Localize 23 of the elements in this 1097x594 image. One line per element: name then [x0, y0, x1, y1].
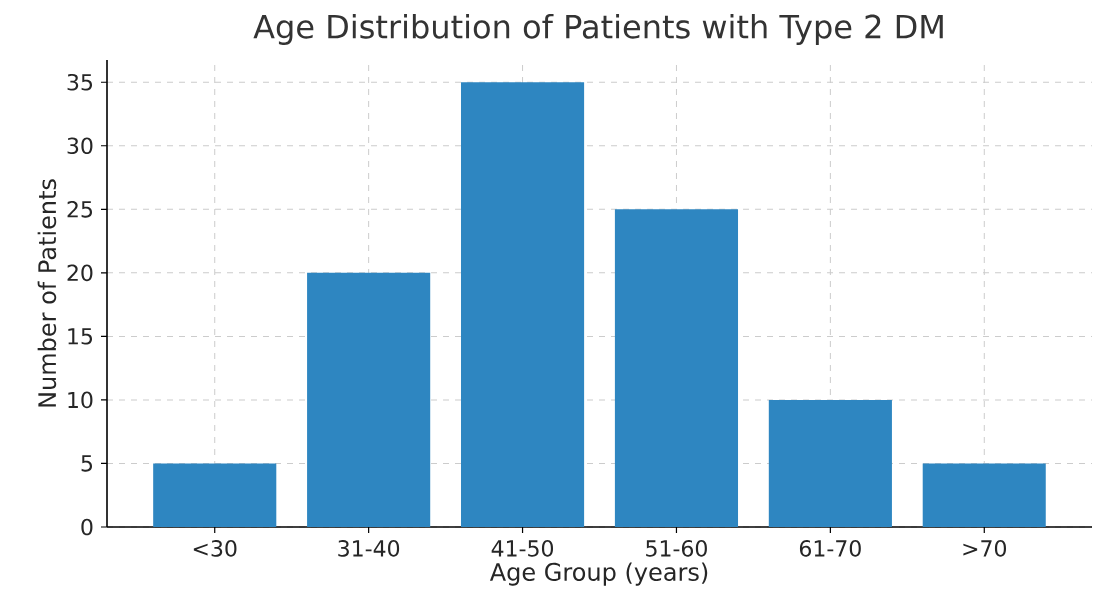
- y-tick-label: 25: [67, 201, 93, 218]
- bar: [614, 209, 739, 527]
- x-tick-label: 51-60: [646, 540, 707, 557]
- y-tick-label: 10: [68, 391, 93, 409]
- x-tick-label: >70: [963, 540, 1007, 557]
- x-tick-label: <30: [193, 540, 237, 557]
- bar: [460, 82, 585, 527]
- x-tick-label: 31-40: [338, 540, 400, 557]
- y-tick-label: 0: [81, 518, 93, 536]
- bar: [768, 399, 892, 527]
- y-tick-label: 15: [68, 328, 93, 345]
- bar: [307, 272, 431, 527]
- x-axis-title: Age Group (years): [489, 562, 708, 586]
- chart-title: Age Distribution of Patients with Type 2 DM: [253, 13, 943, 45]
- x-tick-label: 41-50: [491, 540, 554, 557]
- bar: [922, 463, 1046, 527]
- y-tick-label: 5: [81, 455, 93, 472]
- y-axis-title: Number of Patients: [37, 179, 57, 407]
- y-tick-label: 35: [67, 73, 93, 91]
- y-tick-label: 30: [67, 137, 93, 155]
- y-tick-label: 20: [67, 264, 93, 282]
- bar: [153, 463, 277, 527]
- x-tick-label: 61-70: [799, 540, 861, 557]
